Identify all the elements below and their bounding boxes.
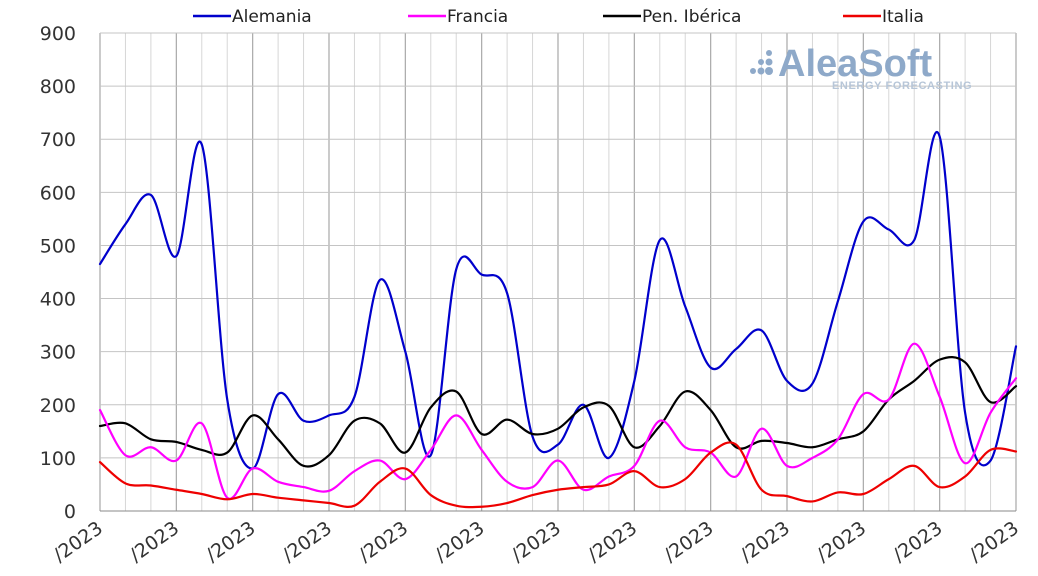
y-tick-label: 700: [40, 129, 76, 151]
axes: 0 100 200 300 400 500 600 700 800 900/2023/2023/2…: [40, 23, 1023, 567]
x-tick-label: /2023: [660, 517, 717, 566]
y-tick-label: 800: [40, 76, 76, 98]
y-tick-label: 600: [40, 182, 76, 204]
x-tick-label: /2023: [736, 517, 793, 566]
logo-wordmark: AleaSoft: [778, 43, 932, 85]
x-tick-label: /2023: [431, 517, 488, 566]
y-tick-label: 500: [40, 235, 76, 257]
series-line-alemania: [98, 131, 1018, 470]
legend-label-italia: Italia: [882, 7, 924, 27]
x-tick-label: /2023: [889, 517, 946, 566]
legend-label-alemania: Alemania: [232, 7, 312, 27]
x-tick-label: /2023: [965, 517, 1022, 566]
logo-tagline: ENERGY FORECASTING: [832, 80, 972, 92]
x-tick-label: /2023: [49, 517, 106, 566]
y-tick-label: 300: [40, 342, 76, 364]
y-tick-label: 200: [40, 395, 76, 417]
x-tick-label: /2023: [813, 517, 870, 566]
legend-label-francia: Francia: [447, 7, 508, 27]
x-tick-label: /2023: [126, 517, 183, 566]
logo-dots-icon: [750, 50, 773, 75]
y-tick-label: 100: [40, 448, 76, 470]
series-line-pen-iberica: [98, 356, 1018, 468]
series-line-francia: [98, 342, 1018, 500]
x-tick-label: /2023: [584, 517, 641, 566]
series-line-italia: [98, 441, 1018, 509]
x-tick-label: /2023: [507, 517, 564, 566]
legend-label-pen-iberica: Pen. Ibérica: [642, 7, 741, 27]
y-tick-label: 900: [40, 23, 76, 45]
legend: Alemania Francia Pen. Ibérica Italia: [193, 7, 924, 27]
x-tick-label: /2023: [278, 517, 335, 566]
aleasoft-logo: AleaSoft ENERGY FORECASTING: [750, 43, 972, 92]
x-tick-label: /2023: [355, 517, 412, 566]
grid: [99, 32, 1017, 512]
y-tick-label: 0: [64, 501, 76, 523]
x-tick-label: /2023: [202, 517, 259, 566]
series-lines: [98, 131, 1018, 509]
y-tick-label: 400: [40, 289, 76, 311]
